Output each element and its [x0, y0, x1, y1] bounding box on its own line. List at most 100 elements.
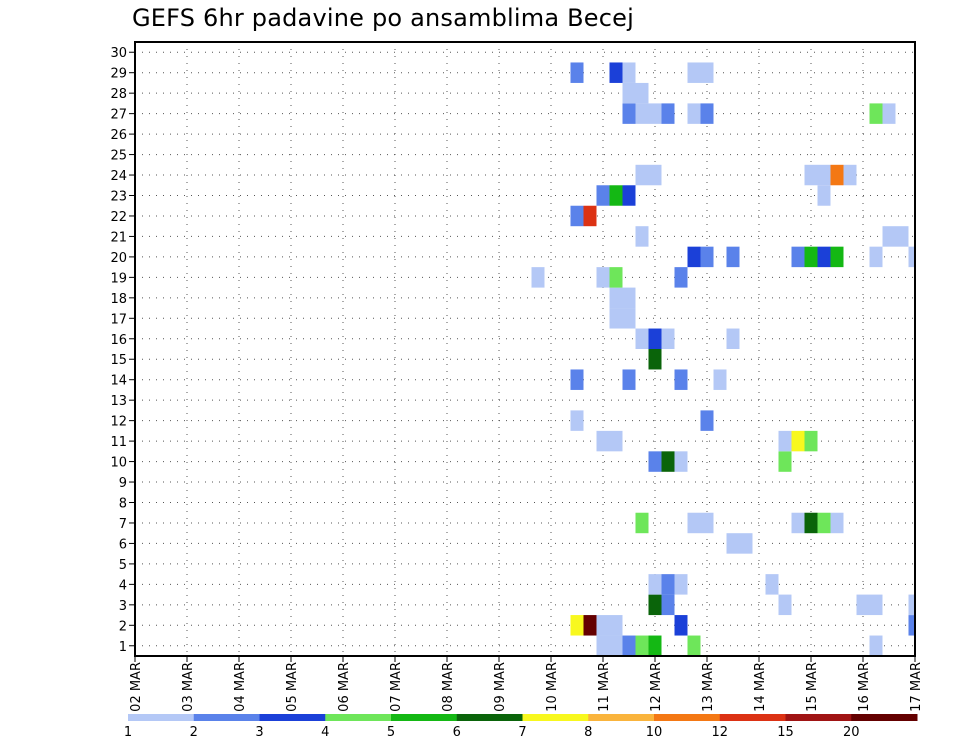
x-tick-label: 15 MAR	[805, 662, 820, 712]
precip-cell	[908, 594, 915, 616]
precip-cell	[609, 308, 623, 329]
x-axis-ticks: 02 MAR 03 MAR 04 MAR 05 MAR 06 MAR 07 MAR 08 M…	[129, 656, 924, 712]
precip-cell	[804, 430, 818, 452]
y-tick-label: 22	[110, 210, 127, 225]
y-tick-label: 14	[110, 374, 127, 389]
legend-swatch	[391, 714, 458, 721]
precip-cell	[908, 246, 915, 268]
legend-label: 5	[387, 725, 395, 740]
precip-cell	[583, 615, 597, 636]
precip-cell	[622, 308, 636, 329]
precip-cell	[687, 246, 701, 268]
y-tick-label: 20	[110, 251, 127, 266]
precip-cell	[895, 226, 909, 247]
precip-cell	[830, 512, 844, 534]
precip-cell	[609, 287, 623, 309]
x-tick-label: 08 MAR	[441, 662, 456, 712]
precip-cell	[622, 287, 636, 309]
legend-label: 6	[453, 725, 461, 740]
y-tick-label: 26	[110, 128, 127, 143]
y-tick-label: 29	[110, 67, 127, 82]
x-tick-label: 10 MAR	[545, 662, 560, 712]
precip-cell	[882, 103, 896, 124]
legend-label: 10	[646, 725, 663, 740]
legend-label: 2	[190, 725, 198, 740]
precip-cell	[635, 103, 649, 124]
precip-cell	[804, 512, 818, 534]
legend-label: 15	[777, 725, 794, 740]
precip-cell	[778, 594, 792, 616]
precip-cell	[674, 267, 688, 288]
legend-label: 4	[321, 725, 329, 740]
x-tick-label: 04 MAR	[233, 662, 248, 712]
legend-label: 3	[255, 725, 263, 740]
precip-cell	[609, 185, 623, 206]
legend-swatch	[851, 714, 918, 721]
y-tick-label: 10	[110, 456, 127, 471]
y-tick-label: 6	[119, 537, 127, 552]
precip-cell	[570, 62, 584, 83]
precip-cell	[648, 349, 662, 370]
precip-cell	[817, 246, 831, 268]
precip-cell	[622, 635, 636, 656]
legend-swatch	[325, 714, 392, 721]
x-tick-label: 13 MAR	[701, 662, 716, 712]
x-tick-label: 09 MAR	[493, 662, 508, 712]
legend-label: 20	[843, 725, 860, 740]
legend-swatch	[522, 714, 589, 721]
precip-cell	[661, 594, 675, 616]
precip-cell	[882, 226, 896, 247]
precip-cell	[869, 103, 883, 124]
legend-swatch	[588, 714, 655, 721]
precip-cell	[817, 185, 831, 206]
y-tick-label: 15	[110, 353, 127, 368]
y-tick-label: 11	[110, 435, 127, 450]
y-tick-label: 2	[119, 619, 127, 634]
precip-cell	[635, 82, 649, 104]
plot-frame	[134, 41, 916, 657]
precip-cell	[648, 103, 662, 124]
precip-cell	[622, 103, 636, 124]
precip-cell	[622, 62, 636, 83]
precip-cell	[700, 246, 714, 268]
precip-cell	[674, 615, 688, 636]
x-tick-label: 16 MAR	[857, 662, 872, 712]
precip-cell	[648, 328, 662, 349]
precipitation-cells	[531, 62, 915, 656]
precip-cell	[700, 103, 714, 124]
precip-cell	[661, 451, 675, 472]
precip-cell	[648, 574, 662, 595]
y-tick-label: 27	[110, 108, 127, 123]
precip-cell	[635, 328, 649, 349]
precip-cell	[869, 246, 883, 268]
precip-cell	[570, 410, 584, 431]
precip-cell	[804, 164, 818, 186]
legend-swatch	[785, 714, 852, 721]
y-tick-label: 9	[119, 476, 127, 491]
y-tick-label: 13	[110, 394, 127, 409]
precip-cell	[739, 533, 753, 554]
y-tick-label: 28	[110, 87, 127, 102]
precip-cell	[596, 615, 610, 636]
precip-cell	[700, 410, 714, 431]
precip-cell	[596, 430, 610, 452]
precip-cell	[596, 267, 610, 288]
legend-label: 7	[518, 725, 526, 740]
precip-cell	[635, 226, 649, 247]
y-tick-label: 8	[119, 497, 127, 512]
precip-cell	[661, 103, 675, 124]
y-tick-label: 5	[119, 558, 127, 573]
precip-cell	[830, 164, 844, 186]
precip-cell	[843, 164, 857, 186]
precip-cell	[596, 185, 610, 206]
precip-cell	[648, 451, 662, 472]
legend-label: 12	[711, 725, 728, 740]
precip-cell	[687, 62, 701, 83]
precip-cell	[726, 328, 740, 349]
precip-cell	[765, 574, 779, 595]
chart-title: GEFS 6hr padavine po ansamblima Becej	[132, 4, 634, 32]
legend-swatch	[719, 714, 786, 721]
y-tick-label: 12	[110, 415, 127, 430]
precip-cell	[700, 512, 714, 534]
